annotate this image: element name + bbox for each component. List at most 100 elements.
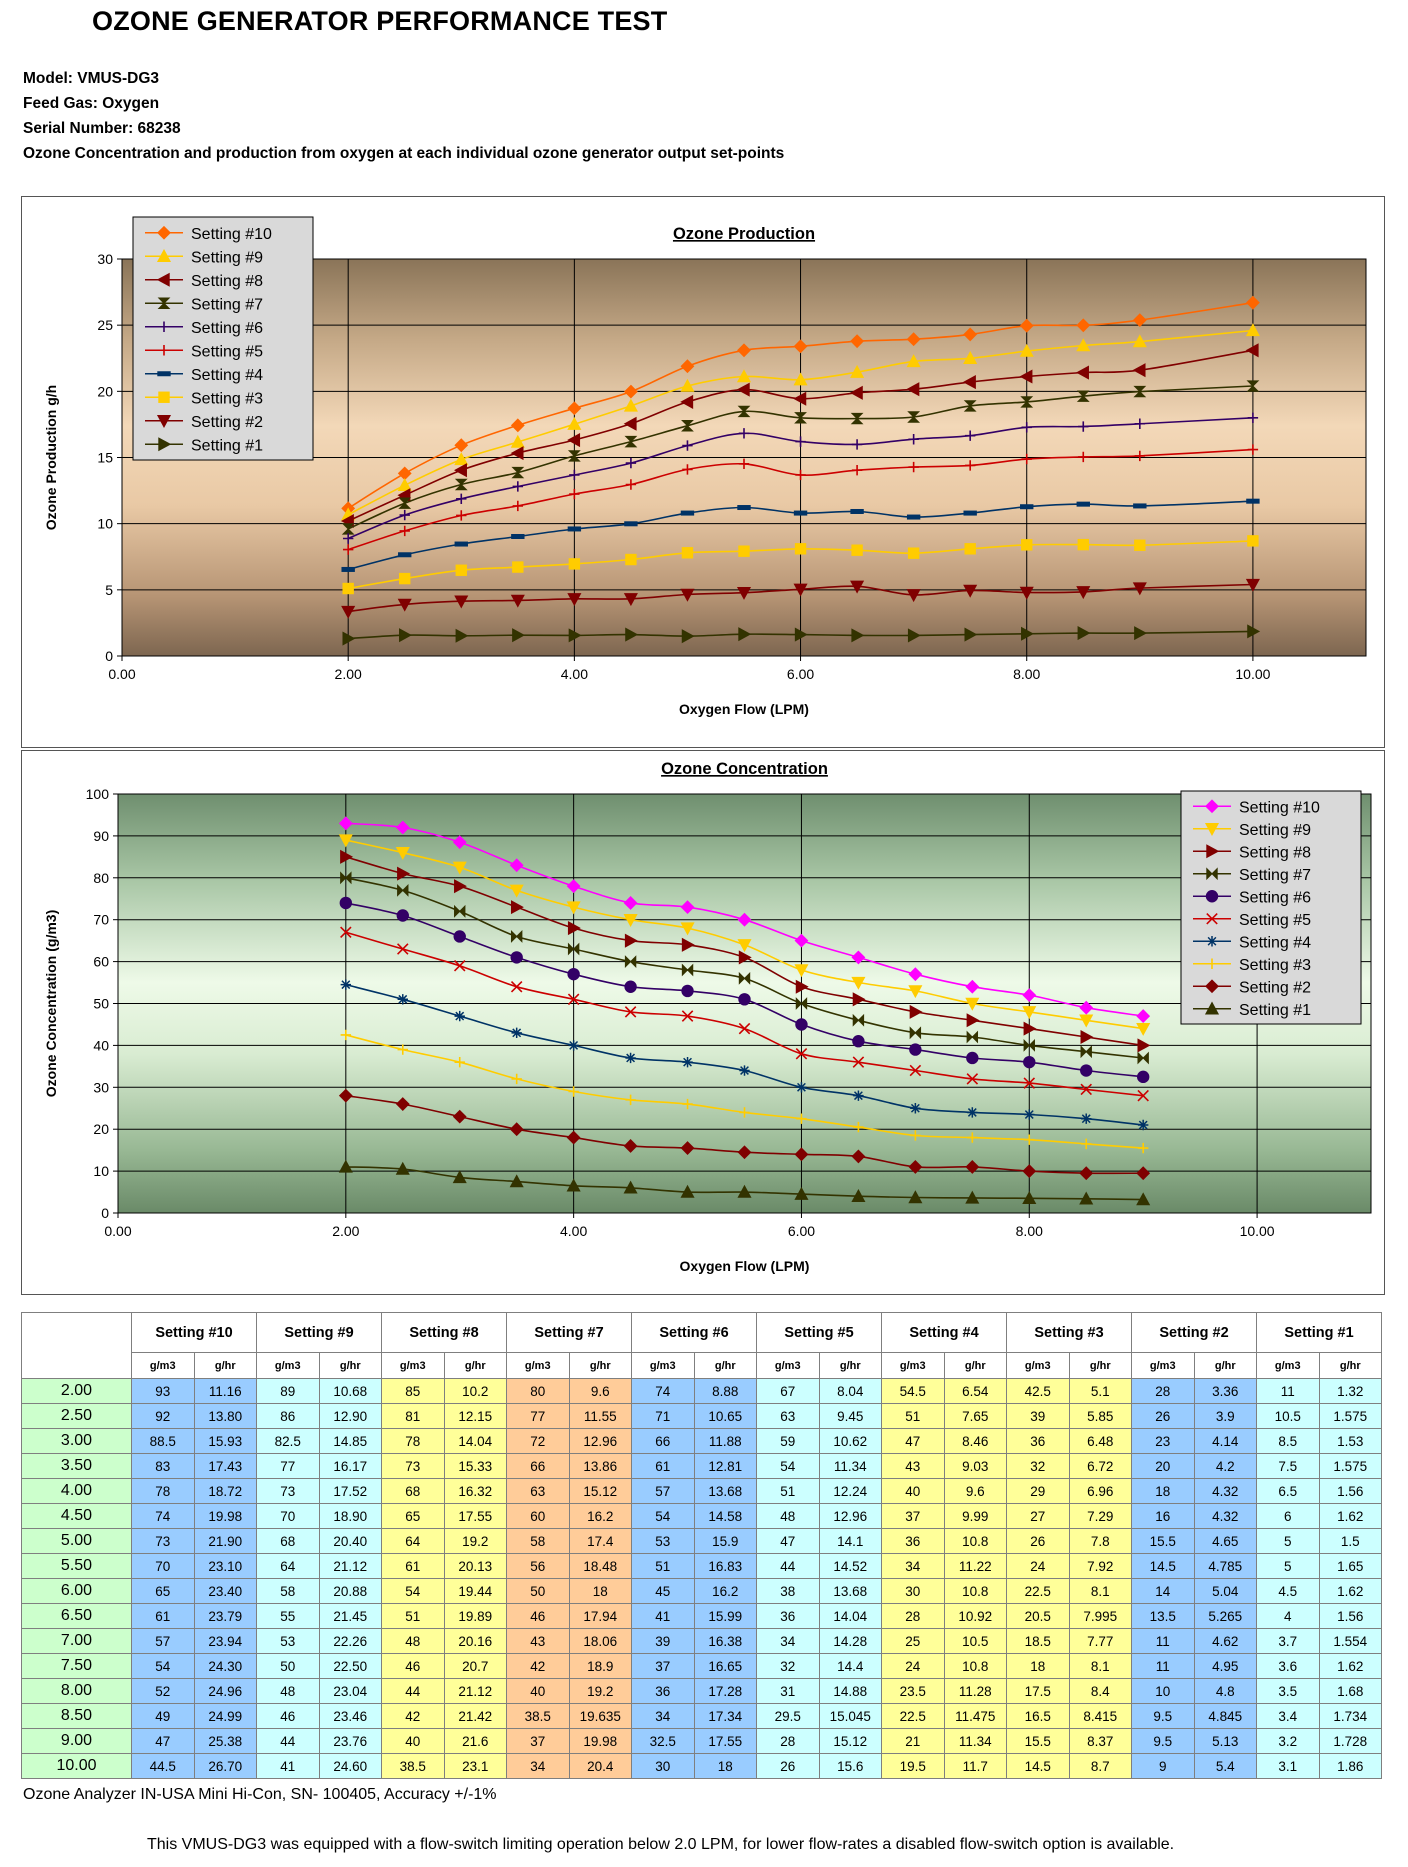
production-point-setting-10: [963, 327, 978, 342]
table-group-header: Setting #3: [1006, 1312, 1132, 1353]
concentration-cell: 23.5: [881, 1678, 945, 1704]
concentration-cell: 37: [881, 1503, 945, 1529]
concentration-cell: 68: [381, 1478, 445, 1504]
concentration-point-setting-3: [853, 1121, 864, 1133]
concentration-x-tick-label: 8.00: [1016, 1223, 1043, 1239]
concentration-point-setting-4: [397, 994, 408, 1005]
production-cell: 14.28: [818, 1628, 882, 1654]
concentration-point-setting-1: [908, 1190, 923, 1204]
concentration-cell: 36: [1006, 1428, 1070, 1454]
table-group-header: Setting #9: [256, 1312, 382, 1353]
production-cell: 15.6: [818, 1753, 882, 1779]
production-point-setting-9: [1019, 343, 1034, 357]
table-sub-header: g/m3: [1006, 1352, 1070, 1379]
concentration-legend-marker: [1206, 912, 1218, 925]
production-point-setting-5: [625, 479, 637, 490]
concentration-point-setting-9: [737, 939, 752, 953]
production-point-setting-6: [342, 533, 354, 544]
concentration-legend-marker: [1205, 890, 1219, 903]
flow-cell: 2.50: [21, 1403, 132, 1429]
production-point-setting-3: [1021, 539, 1033, 551]
production-point-setting-2: [341, 605, 356, 619]
concentration-legend-marker: [1206, 844, 1220, 859]
production-point-setting-4: [1076, 501, 1090, 507]
production-point-setting-7: [907, 411, 921, 423]
concentration-cell: 10: [1131, 1678, 1195, 1704]
concentration-plot-frame: [117, 793, 1372, 1214]
production-cell: 9.99: [943, 1503, 1007, 1529]
concentration-cell: 38.5: [506, 1703, 570, 1729]
production-point-setting-2: [1132, 582, 1147, 596]
production-cell: 19.44: [443, 1578, 507, 1604]
concentration-cell: 73: [381, 1453, 445, 1479]
table-row: 10.00 44.5 26.70 41 24.60 38.5 23.1 34 20.4 30 18 2…: [21, 1753, 1382, 1779]
table-row: 6.00 65 23.40 58 20.88 54 19.44 50 18 45 16.2 38 13.…: [21, 1578, 1382, 1604]
table-sub-header: g/m3: [256, 1352, 320, 1379]
production-point-setting-8: [1019, 369, 1033, 384]
concentration-point-setting-3: [1137, 1142, 1149, 1154]
concentration-point-setting-5: [1137, 1089, 1149, 1102]
table-sub-header: g/hr: [943, 1352, 1007, 1379]
production-point-setting-7: [850, 412, 864, 425]
concentration-point-setting-8: [738, 950, 752, 965]
concentration-point-setting-2: [851, 1149, 866, 1164]
concentration-y-tick-label: 20: [93, 1121, 109, 1137]
concentration-legend-label: Setting #4: [1239, 934, 1311, 951]
concentration-point-setting-1: [395, 1161, 410, 1175]
concentration-x-axis-label: Oxygen Flow (LPM): [680, 1258, 810, 1274]
concentration-point-setting-7: [624, 955, 637, 969]
concentration-cell: 70: [131, 1553, 195, 1579]
concentration-cell: 23: [1131, 1428, 1195, 1454]
production-point-setting-6: [512, 481, 524, 492]
concentration-point-setting-1: [965, 1190, 980, 1204]
concentration-cell: 6.5: [1256, 1478, 1320, 1504]
concentration-legend-label: Setting #2: [1239, 979, 1311, 996]
production-point-setting-7: [681, 420, 694, 432]
production-point-setting-4: [737, 505, 751, 511]
production-point-setting-2: [736, 586, 752, 600]
concentration-point-setting-1: [509, 1174, 524, 1188]
production-cell: 1.575: [1318, 1403, 1382, 1429]
production-cell: 26.70: [193, 1753, 257, 1779]
page-title: OZONE GENERATOR PERFORMANCE TEST: [92, 6, 668, 36]
production-point-setting-7: [454, 478, 468, 491]
production-point-setting-10: [567, 401, 582, 416]
production-point-setting-3: [1247, 535, 1259, 547]
production-legend-marker: [156, 249, 172, 262]
production-cell: 21.6: [443, 1728, 507, 1754]
production-point-setting-8: [906, 382, 920, 397]
concentration-point-setting-6: [1023, 1055, 1036, 1069]
production-legend-label: Setting #8: [191, 273, 263, 290]
concentration-legend-marker: [1204, 1001, 1220, 1015]
table-sub-header: g/m3: [631, 1352, 695, 1379]
concentration-chart: 0 10 20 30 40 50 60 70 80 90 100 0.00 2.00 4.00 6.00 8.…: [43, 760, 1372, 1274]
production-point-setting-3: [907, 547, 920, 559]
concentration-cell: 78: [131, 1478, 195, 1504]
flow-cell: 3.00: [21, 1428, 132, 1454]
production-cell: 14.04: [818, 1603, 882, 1629]
concentration-cell: 31: [756, 1678, 820, 1704]
production-point-setting-10: [793, 339, 808, 354]
concentration-cell: 27: [1006, 1503, 1070, 1529]
concentration-series-setting-7: [340, 871, 1149, 1065]
concentration-cell: 48: [256, 1678, 320, 1704]
table-sub-header: g/m3: [881, 1352, 945, 1379]
production-cell: 17.55: [693, 1728, 757, 1754]
production-point-setting-3: [794, 543, 807, 555]
production-point-setting-2: [623, 593, 638, 607]
production-cell: 19.89: [443, 1603, 507, 1629]
production-point-setting-7: [398, 497, 412, 509]
production-cell: 16.2: [693, 1578, 757, 1604]
table-row: 3.00 88.5 15.93 82.5 14.85 78 14.04 72 12.96 66 11…: [21, 1428, 1382, 1454]
production-x-tick-label: 4.00: [561, 666, 588, 682]
concentration-point-setting-2: [395, 1097, 410, 1111]
production-point-setting-6: [456, 493, 467, 504]
concentration-cell: 88.5: [131, 1428, 195, 1454]
concentration-cell: 26: [1006, 1528, 1070, 1554]
production-point-setting-5: [908, 461, 919, 473]
concentration-cell: 70: [256, 1503, 320, 1529]
concentration-cell: 20: [1131, 1453, 1195, 1479]
concentration-point-setting-9: [794, 964, 809, 978]
production-point-setting-5: [399, 525, 410, 537]
production-point-setting-10: [1019, 318, 1034, 333]
